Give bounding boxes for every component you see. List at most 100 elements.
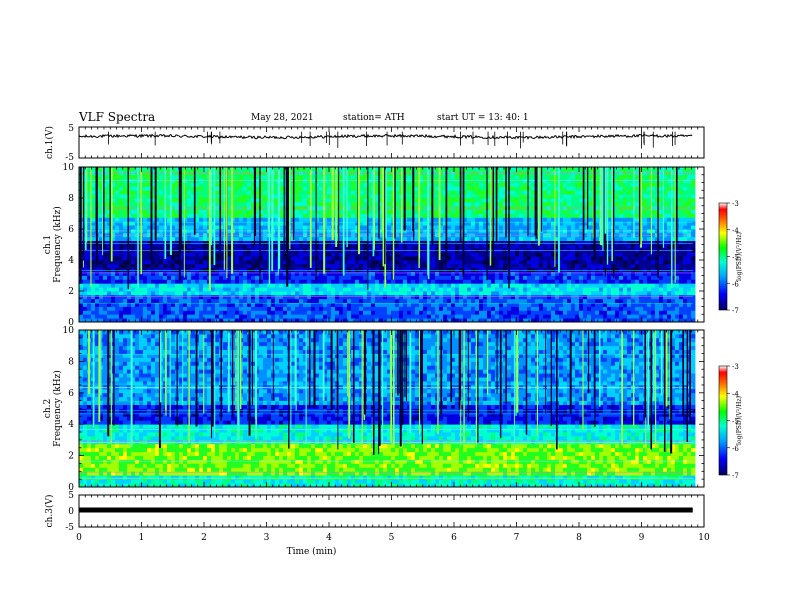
spectrogram-cell — [131, 260, 136, 265]
spectrogram-cell — [111, 263, 116, 269]
spectrogram-cell — [219, 244, 224, 249]
spectrogram-cell — [387, 213, 392, 218]
spectrogram-cell — [475, 260, 480, 265]
spectrogram-cell — [239, 190, 244, 195]
spectrogram-cell — [411, 263, 416, 269]
spectrogram-cell — [339, 213, 344, 218]
spectrogram-cell — [123, 178, 128, 183]
spectrogram-cell — [343, 287, 348, 292]
spectrogram-cell — [151, 287, 156, 292]
spectrogram-cell — [407, 167, 412, 172]
spectrogram-cell — [151, 260, 156, 265]
spectrogram-cell — [487, 306, 492, 311]
spectrogram-cell — [199, 244, 204, 249]
spectrogram-cell — [343, 240, 348, 245]
spectrogram-cell — [315, 240, 320, 245]
spectrogram-cell — [475, 275, 480, 280]
spectrogram-cell — [203, 306, 208, 311]
spectrogram-cell — [423, 294, 428, 300]
spectrogram-cell — [283, 186, 288, 191]
spectrogram-cell — [239, 267, 244, 273]
spectrogram-cell — [359, 213, 364, 218]
spectrogram-cell — [371, 260, 376, 265]
spectrogram-cell — [515, 314, 520, 319]
spectrogram-cell — [199, 201, 204, 207]
spectrogram-cell — [183, 198, 188, 203]
spectrogram-cell — [419, 174, 424, 180]
spectrogram-cell — [331, 294, 336, 300]
spectrogram-cell — [239, 225, 244, 230]
spectrogram-cell — [191, 252, 196, 257]
spectrogram-cell — [99, 217, 104, 222]
spectrogram-cell — [103, 298, 108, 304]
spectrogram-cell — [379, 275, 384, 280]
spectrogram-cell — [151, 271, 156, 276]
spectrogram-cell — [211, 294, 216, 300]
spectrogram-cell — [335, 263, 340, 269]
spectrogram-cell — [175, 263, 180, 269]
spectrogram-cell — [79, 287, 84, 292]
spectrogram-cell — [479, 318, 484, 323]
spectrogram-cell — [427, 310, 432, 315]
spectrogram-cell — [435, 267, 440, 273]
spectrogram-cell — [523, 263, 528, 269]
spectrogram-cell — [91, 194, 96, 199]
spectrogram-cell — [339, 294, 344, 300]
spectrogram-cell — [87, 240, 92, 245]
spectrogram-cell — [171, 302, 176, 307]
spectrogram-cell — [311, 217, 316, 222]
spectrogram-cell — [251, 198, 256, 203]
spectrogram-cell — [259, 283, 264, 288]
spectrogram-cell — [351, 267, 356, 273]
spectrogram-cell — [327, 275, 332, 280]
spectrogram-cell — [107, 221, 112, 226]
spectrogram-cell — [335, 294, 340, 300]
spectrogram-cell — [259, 217, 264, 222]
spectrogram-cell — [551, 298, 556, 304]
spectrogram-cell — [459, 294, 464, 300]
spectrogram-cell — [527, 306, 532, 311]
spectrogram-cell — [527, 240, 532, 245]
spectrogram-cell — [171, 306, 176, 311]
spectrogram-cell — [331, 318, 336, 323]
spectrogram-cell — [99, 314, 104, 319]
spectrogram-cell — [511, 217, 516, 222]
spectrogram-cell — [479, 283, 484, 288]
spectrogram-cell — [447, 194, 452, 199]
spectrogram-cell — [195, 267, 200, 273]
spectrogram-cell — [531, 256, 536, 261]
spectrogram-cell — [83, 256, 88, 261]
spectrogram-cell — [531, 236, 536, 242]
spectrogram-cell — [351, 279, 356, 284]
spectrogram-cell — [319, 252, 324, 257]
spectrogram-cell — [331, 287, 336, 292]
spectrogram-cell — [347, 294, 352, 300]
spectrogram-cell — [203, 260, 208, 265]
spectrogram-cell — [487, 256, 492, 261]
spectrogram-cell — [247, 167, 252, 172]
spectrogram-cell — [191, 310, 196, 315]
spectrogram-cell — [275, 194, 280, 199]
spectrogram-cell — [179, 263, 184, 269]
spectrogram-cell — [471, 263, 476, 269]
spectrogram-cell — [515, 263, 520, 269]
spectrogram-cell — [539, 260, 544, 265]
spectrogram-cell — [219, 225, 224, 230]
spectrogram-cell — [155, 217, 160, 222]
spectrogram-cell — [147, 201, 152, 207]
spectrogram-cell — [319, 271, 324, 276]
spectrogram-cell — [127, 263, 132, 269]
spectrogram-cell — [259, 167, 264, 172]
spectrogram-cell — [123, 174, 128, 180]
spectrogram-cell — [267, 283, 272, 288]
spectrogram-cell — [167, 190, 172, 195]
spectrogram-cell — [203, 294, 208, 300]
spectrogram-cell — [255, 174, 260, 180]
spectrogram-cell — [287, 209, 292, 214]
spectrogram-cell — [95, 318, 100, 323]
spectrogram-cell — [263, 306, 268, 311]
spectrogram-cell — [475, 174, 480, 180]
spectrogram-cell — [347, 279, 352, 284]
spectrogram-cell — [131, 310, 136, 315]
spectrogram-cell — [143, 306, 148, 311]
